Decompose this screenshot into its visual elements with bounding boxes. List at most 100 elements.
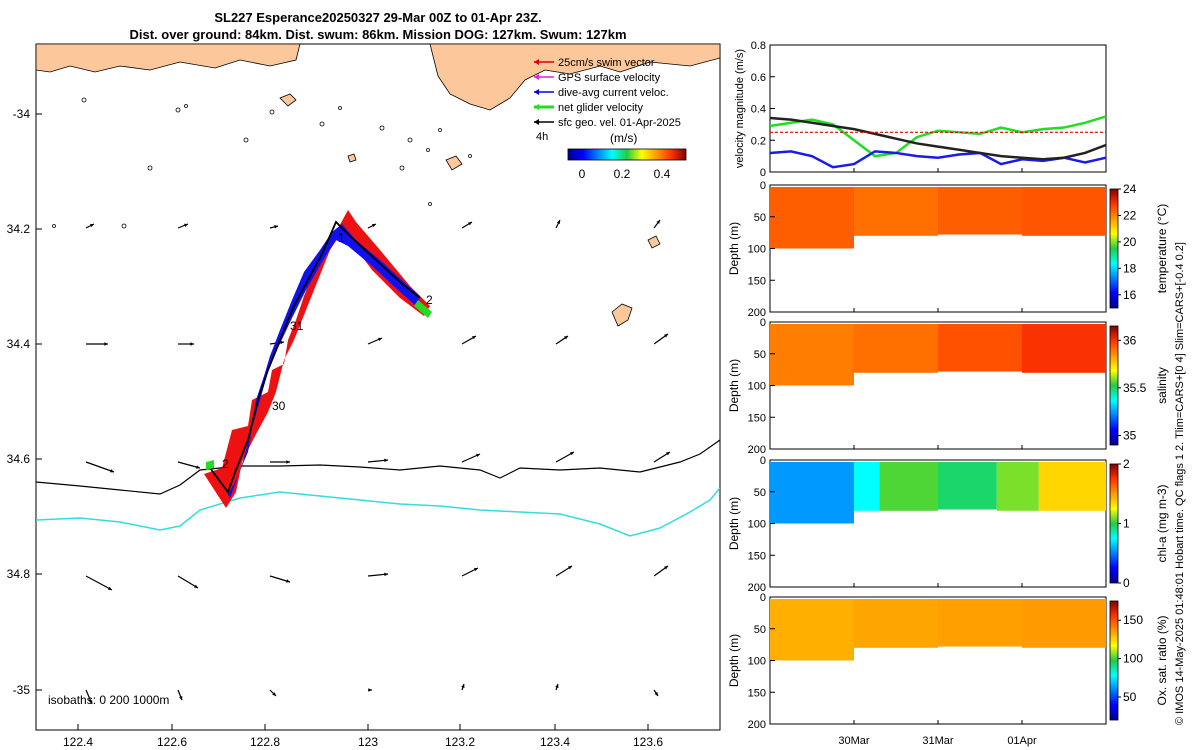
- depth-section-cell: [1022, 187, 1106, 236]
- map-x-tick-label: 123.4: [540, 735, 570, 749]
- small-islands: [52, 97, 472, 229]
- map-legend: 25cm/s swim vector GPS surface velocity di…: [534, 57, 687, 181]
- sfc-arrowhead: [196, 465, 200, 469]
- depth-y-tick-label: 150: [748, 412, 766, 424]
- sfc-arrowhead: [476, 453, 480, 458]
- title-line-2: Dist. over ground: 84km. Dist. swum: 86k…: [129, 27, 626, 42]
- sfc-arrowhead: [654, 692, 658, 696]
- colorbar-tick-label: 22: [1123, 208, 1137, 222]
- depth-section-cell: [1038, 462, 1106, 511]
- colorbar: [1109, 600, 1119, 721]
- depth-section-cell: [938, 324, 1022, 372]
- sfc-arrowhead: [194, 584, 198, 588]
- velocity-series-line: [769, 115, 1107, 158]
- sfc-arrowhead: [280, 340, 284, 345]
- sfc-arrowhead: [556, 220, 560, 224]
- colorbar-tick-label: 35: [1123, 428, 1137, 442]
- depth-section-cell: [938, 599, 1022, 647]
- sfc-arrow: [85, 461, 115, 473]
- map-x-axis: 122.4 122.6 122.8 123 123.2 123.4 123.6: [63, 724, 663, 749]
- depth-y-tick-label: 50: [754, 624, 766, 636]
- map-x-tick-label: 123: [358, 735, 378, 749]
- depth-ylabel: Depth (m): [727, 359, 741, 412]
- velocity-y-tick-label: 0.2: [751, 135, 766, 147]
- land-mass: [36, 44, 301, 73]
- date-tick-label: 01Apr: [1007, 735, 1037, 747]
- sfc-arrowhead: [190, 342, 194, 346]
- depth-section-cell: [770, 462, 854, 524]
- colorbar-tick-label: 150: [1123, 613, 1143, 627]
- depth-ylabel: Depth (m): [727, 497, 741, 550]
- map-y-tick-label: -35: [13, 683, 31, 697]
- colorbar-tick-label: 18: [1123, 261, 1137, 275]
- legend-colorbar-tick: 0.2: [614, 167, 631, 181]
- colorbar-tick-label: 50: [1123, 690, 1137, 704]
- colorbar-label: temperature (°C): [1155, 204, 1169, 294]
- depth-y-tick-label: 50: [754, 487, 766, 499]
- legend-label: net glider velocity: [558, 102, 643, 114]
- glider-track: [204, 210, 432, 508]
- legend-label: 25cm/s swim vector: [558, 57, 655, 69]
- velocity-ylabel: velocity magnitude (m/s): [734, 49, 746, 168]
- legend-colorbar-unit: (m/s): [610, 131, 637, 145]
- island: [279, 93, 297, 107]
- depth-y-tick-label: 100: [748, 519, 766, 531]
- colorbar-label: salinity: [1155, 367, 1169, 404]
- sfc-arrowhead: [664, 334, 668, 338]
- depth-section-cell: [854, 599, 938, 648]
- depth-ylabel: Depth (m): [727, 634, 741, 687]
- sfc-velocity-arrows: [85, 219, 671, 705]
- legend-label: sfc geo. vel. 01-Apr-2025: [558, 117, 681, 129]
- net-velocity-start: [206, 460, 214, 470]
- colorbar-label: Ox. sat. ratio (%): [1155, 615, 1169, 705]
- map-y-tick-label: -34: [13, 107, 31, 121]
- depth-y-tick-label: 100: [748, 656, 766, 668]
- track-label-30: 30: [272, 399, 286, 413]
- map-y-tick-label: 34.2: [7, 222, 31, 236]
- legend-colorbar-tick: 0: [579, 167, 586, 181]
- map-x-tick-label: 122.6: [157, 735, 187, 749]
- island: [647, 235, 661, 249]
- track-label-1: 1: [338, 231, 345, 245]
- map-x-tick-label: 122.4: [63, 735, 93, 749]
- track-label-31: 31: [290, 319, 304, 333]
- sfc-arrowhead: [286, 460, 290, 464]
- depth-y-tick-label: 50: [754, 349, 766, 361]
- sfc-arrowhead: [90, 224, 94, 228]
- depth-y-tick-label: 100: [748, 381, 766, 393]
- net-velocity-end: [414, 300, 432, 318]
- sfc-arrowhead: [568, 566, 572, 570]
- map-y-tick-label: 34.6: [7, 452, 31, 466]
- colorbar-tick-label: 100: [1123, 652, 1143, 666]
- depth-section-cell: [996, 462, 1039, 511]
- map-y-tick-label: 34.4: [7, 337, 31, 351]
- isobath-200m: [36, 439, 720, 495]
- legend-label: GPS surface velocity: [558, 72, 661, 84]
- time-series-panels: 0 0.2 0.4 0.6 0.8 velocity magnitude (m/s) 0 50…: [727, 40, 1169, 747]
- legend-arrowhead: [534, 89, 539, 95]
- map-panel: 1 2 31 30 2 25cm/s swim vector GPS surfac…: [7, 43, 721, 749]
- depth-section-cell: [879, 462, 938, 511]
- depth-y-tick-label: 150: [748, 550, 766, 562]
- depth-section-cell: [854, 324, 938, 373]
- sfc-arrowhead: [656, 220, 660, 224]
- depth-section-cell: [938, 462, 997, 510]
- depth-y-tick-label: 200: [748, 444, 766, 456]
- depth-section-cell: [1022, 324, 1106, 373]
- depth-y-tick-label: 200: [748, 582, 766, 594]
- depth-y-tick-label: 0: [760, 180, 766, 192]
- colorbar: [1109, 188, 1119, 309]
- velocity-y-tick-label: 0.6: [751, 72, 766, 84]
- depth-ylabel: Depth (m): [727, 222, 741, 275]
- date-tick-label: 30Mar: [838, 735, 870, 747]
- track-label-2: 2: [426, 293, 433, 307]
- sfc-arrowhead: [108, 586, 112, 590]
- net-glider-track-line: [209, 220, 421, 494]
- legend-colorbar: [567, 148, 687, 161]
- colorbar-tick-label: 36: [1123, 333, 1137, 347]
- depth-section-cell: [770, 324, 854, 386]
- sfc-arrowhead: [664, 566, 668, 570]
- depth-section-cell: [1022, 599, 1106, 648]
- depth-y-tick-label: 200: [748, 307, 766, 319]
